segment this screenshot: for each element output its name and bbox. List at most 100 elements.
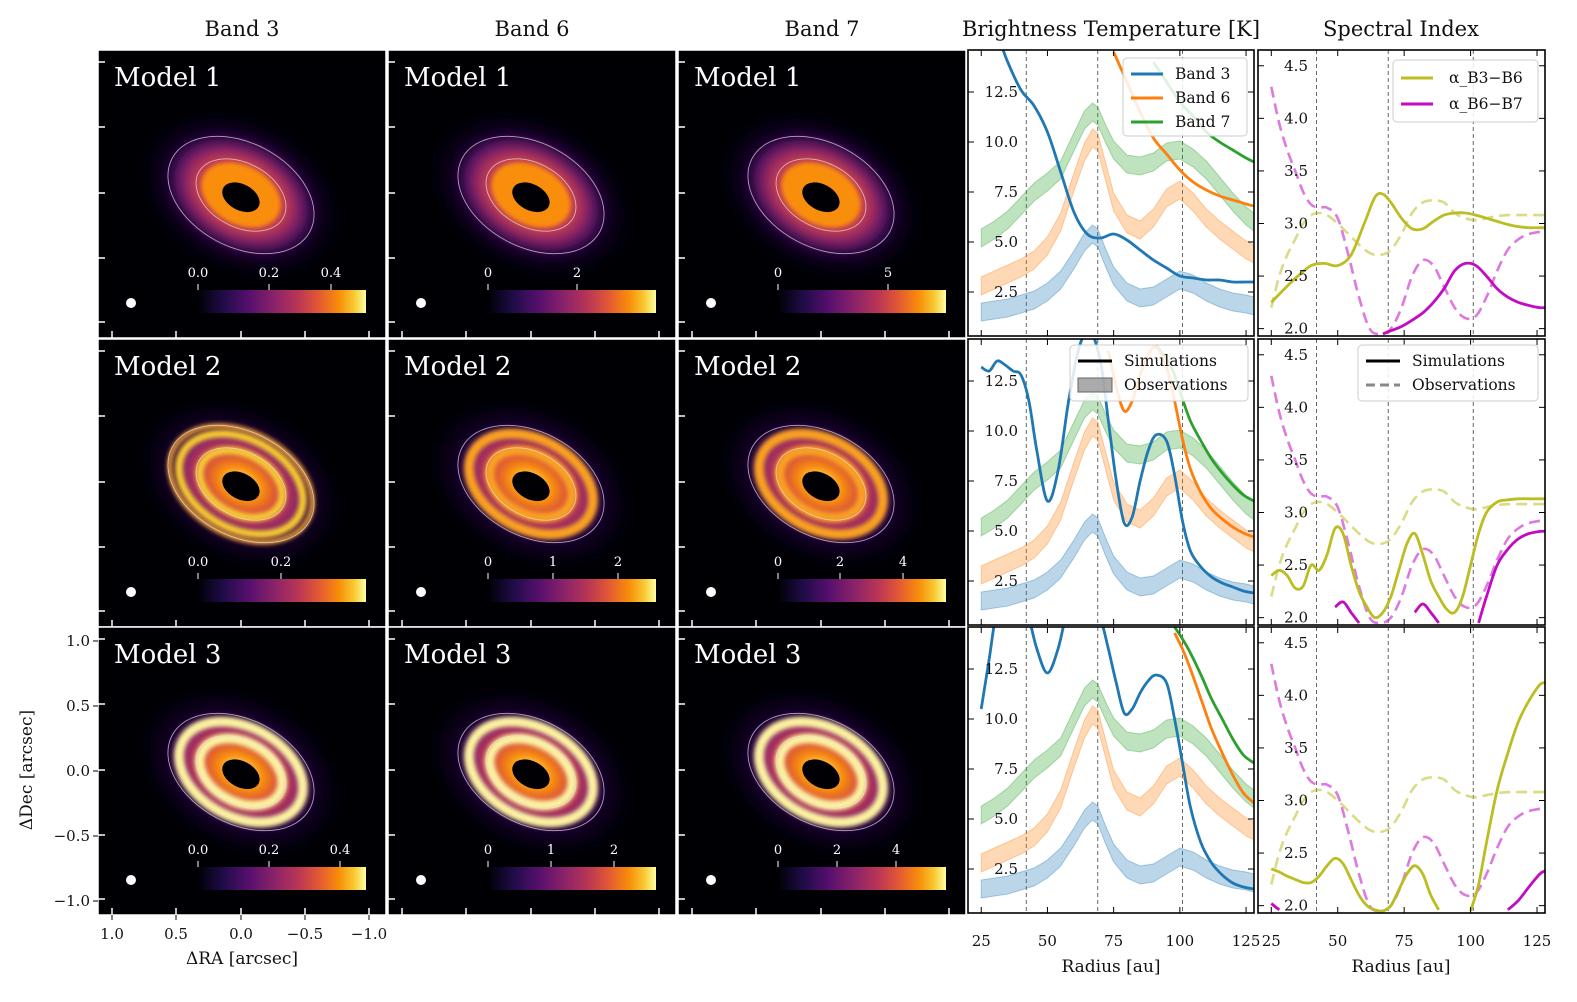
bright-ring [175,429,307,539]
simulation-line-band3 [980,339,1254,595]
simulation-line-alpha_b3_b6 [1270,191,1545,304]
image-panel-model3-band3: 0.0 0.2 0.4 Model 3 [97,626,387,916]
bright-ring [194,733,288,811]
dec-tick-label: −0.5 [54,827,90,845]
legend-label: Observations [1412,376,1516,394]
plot-area [980,50,1254,336]
temperature-plot-model1: 2.5 5.0 7.5 10.0 12.5 Band 3 Band 6 Band 7 [967,49,1255,337]
column-title-band7: Band 7 [785,17,860,41]
ra-tick-label: −0.5 [287,925,323,943]
image-panel-model2-band6: 0 1 2 Model 2 [387,338,677,628]
contour-line [457,424,605,544]
colorbar-tick-label: 0 [484,266,492,281]
colorbar [488,290,656,313]
y-tick-label: 5.0 [994,522,1018,540]
bright-ring [484,445,578,523]
contour-line [167,424,315,544]
colorbar [778,867,946,890]
contour-line [485,735,577,809]
inner-cavity [222,471,260,502]
colorbar-tick-label: 0 [774,843,782,858]
contour-line [485,158,577,232]
x-tick-label: 125 [1232,932,1261,950]
colorbar [778,290,946,313]
legend: Band 3 Band 6 Band 7 [1122,57,1248,137]
colorbar-tick-label: 0 [774,555,782,570]
observation-band-band3 [980,801,1254,899]
contour-line [167,712,315,832]
temperature-plot-model3: 25 50 75 100 125 2.5 5.0 7.5 10.0 12.5 [967,626,1261,950]
image-panel-model1-band7: 0 5 Model 1 [677,49,967,339]
profile-plots: 2.5 5.0 7.5 10.0 12.5 Band 3 Band 6 Band 7 2.5 5.… [967,49,1551,950]
y-tick-label: 4.0 [1284,109,1308,127]
inner-cavity [802,759,840,790]
x-tick-label: 75 [1395,932,1414,950]
model-label: Model 2 [114,352,221,382]
legend-box [1122,57,1248,137]
plot-border [1257,49,1546,337]
model-label: Model 3 [404,640,511,670]
colorbar [198,290,366,313]
y-tick-label: 2.0 [1284,609,1308,627]
y-tick-label: 3.5 [1284,739,1308,757]
legend: Simulations Observations [1069,344,1249,402]
beam-ellipse [416,587,426,597]
colorbar-tick-label: 0 [774,266,782,281]
beam-ellipse [126,587,136,597]
inner-cavity [802,182,840,213]
x-tick-label: 100 [1166,932,1195,950]
x-tick-label: 25 [972,932,991,950]
y-tick-label: 7.5 [994,760,1018,778]
x-tick-label: 50 [1038,932,1057,950]
contour-line [195,735,287,809]
y-tick-label: 12.5 [985,660,1018,678]
y-tick-label: 2.0 [1284,897,1308,915]
legend-box [1392,59,1539,123]
legend-box [1069,344,1249,402]
observation-band-band7 [980,102,1254,248]
bright-ring [754,428,888,540]
inner-cavity [512,471,550,502]
y-tick-label: 10.0 [985,133,1018,151]
x-tick-label: 25 [1262,932,1281,950]
observation-line-alpha_b6_b7 [1270,86,1545,336]
simulation-line-alpha_b3_b6 [1270,681,1545,913]
bright-ring [464,716,598,828]
bright-ring [464,428,598,540]
beam-ellipse [416,298,426,308]
inner-cavity [222,182,260,213]
y-tick-label: 3.0 [1284,214,1308,232]
contour-line [747,712,895,832]
observation-line-alpha_b3_b6 [1270,199,1545,308]
y-tick-label: 4.0 [1284,398,1308,416]
contour-line [747,135,895,255]
y-tick-label: 4.0 [1284,686,1308,704]
y-tick-label: 3.5 [1284,162,1308,180]
y-tick-label: 10.0 [985,710,1018,728]
colorbar-tick-label: 2 [573,266,581,281]
simulation-line-alpha_b6_b7 [1270,869,1545,911]
legend-label: α_B6−B7 [1449,95,1523,113]
legend-box [1357,344,1539,402]
y-tick-label: 2.5 [1284,844,1308,862]
colorbar-tick-label: 2 [833,843,841,858]
simulation-line-alpha_b6_b7 [1382,261,1545,336]
legend-label: Band 3 [1175,65,1230,83]
simulation-line-band3 [1001,50,1254,284]
model-label: Model 2 [404,352,511,382]
y-tick-label: 2.5 [994,860,1018,878]
plot-area [1270,339,1545,625]
colorbar-tick-label: 0.2 [271,555,292,570]
model-label: Model 1 [404,63,511,93]
ra-tick-label: 1.0 [100,925,124,943]
colorbar-tick-label: 0.2 [259,843,280,858]
contour-line [195,158,287,232]
inner-cavity [512,182,550,213]
plot-border [967,626,1255,914]
legend-swatch-observations [1077,377,1113,393]
bright-ring [774,445,868,523]
inner-cavity [512,759,550,790]
model-label: Model 1 [114,63,221,93]
bright-ring [174,716,308,828]
